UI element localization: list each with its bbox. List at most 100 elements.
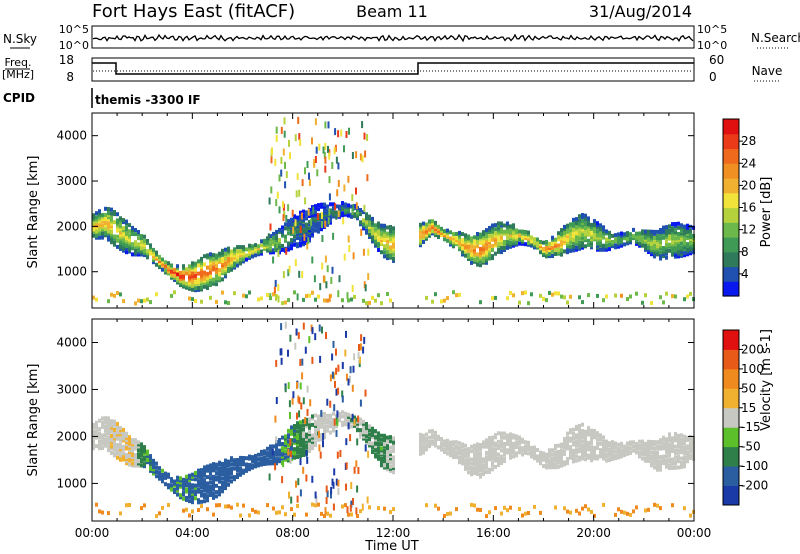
- heatmap-cell: [476, 467, 479, 472]
- heatmap-cell: [683, 449, 686, 454]
- heatmap-cell: [368, 220, 371, 225]
- heatmap-cell: [389, 510, 392, 515]
- heatmap-cell: [578, 295, 581, 300]
- heatmap-cell: [578, 447, 581, 452]
- heatmap-cell: [623, 232, 626, 237]
- heatmap-cell: [327, 145, 329, 153]
- heatmap-cell: [623, 510, 626, 515]
- heatmap-cell: [227, 256, 230, 261]
- freq-tick-top: 18: [59, 53, 74, 67]
- heatmap-cell: [683, 457, 686, 462]
- heatmap-cell: [305, 222, 308, 227]
- heatmap-cell: [182, 274, 185, 279]
- heatmap-cell: [212, 495, 215, 500]
- heatmap-cell: [314, 206, 317, 211]
- heatmap-cell: [671, 226, 674, 231]
- heatmap-cell: [578, 432, 581, 437]
- heatmap-cell: [590, 509, 593, 514]
- heatmap-cell: [371, 223, 374, 228]
- heatmap-cell: [122, 438, 125, 443]
- heatmap-cell: [305, 445, 308, 450]
- heatmap-cell: [674, 244, 677, 249]
- heatmap-cell: [455, 440, 458, 445]
- heatmap-cell: [293, 426, 296, 431]
- heatmap-cell: [278, 227, 281, 232]
- heatmap-cell: [263, 451, 266, 456]
- heatmap-cell: [662, 444, 665, 449]
- heatmap-cell: [92, 442, 95, 446]
- heatmap-cell: [302, 215, 305, 220]
- heatmap-cell: [689, 239, 692, 244]
- heatmap-cell: [593, 233, 596, 238]
- heatmap-cell: [107, 229, 110, 234]
- heatmap-cell: [662, 229, 665, 234]
- heatmap-cell: [575, 435, 578, 440]
- heatmap-cell: [230, 249, 233, 254]
- heatmap-cell: [458, 247, 461, 252]
- heatmap-cell: [122, 436, 125, 441]
- heatmap-cell: [362, 346, 365, 354]
- heatmap-cell: [566, 435, 569, 440]
- heatmap-cell: [458, 441, 461, 446]
- heatmap-cell: [551, 241, 554, 246]
- heatmap-cell: [329, 374, 332, 382]
- heatmap-cell: [686, 229, 689, 234]
- colorbar-segment: [723, 349, 739, 370]
- heatmap-cell: [335, 348, 337, 356]
- heatmap-cell: [301, 372, 304, 380]
- heatmap-cell: [476, 450, 479, 455]
- heatmap-cell: [482, 459, 485, 464]
- heatmap-cell: [392, 447, 395, 451]
- heatmap-cell: [422, 229, 425, 234]
- heatmap-cell: [197, 472, 200, 477]
- heatmap-cell: [449, 453, 452, 458]
- heatmap-cell: [572, 244, 575, 249]
- heatmap-cell: [371, 216, 374, 221]
- heatmap-cell: [206, 485, 209, 490]
- heatmap-cell: [458, 460, 461, 465]
- heatmap-cell: [137, 236, 140, 241]
- heatmap-cell: [377, 450, 380, 455]
- heatmap-cell: [491, 461, 494, 465]
- heatmap-cell: [587, 428, 590, 433]
- heatmap-cell: [368, 443, 371, 448]
- heatmap-cell: [326, 413, 329, 418]
- heatmap-cell: [476, 461, 479, 466]
- heatmap-cell: [377, 237, 380, 242]
- heatmap-cell: [209, 488, 212, 493]
- colorbar-segment: [723, 207, 739, 223]
- heatmap-cell: [611, 454, 614, 459]
- heatmap-cell: [665, 251, 668, 256]
- heatmap-cell: [521, 452, 524, 457]
- heatmap-cell: [304, 346, 307, 354]
- heatmap-cell: [665, 460, 668, 465]
- heatmap-cell: [668, 442, 671, 447]
- heatmap-cell: [620, 454, 623, 459]
- heatmap-cell: [641, 448, 644, 453]
- heatmap-cell: [671, 449, 674, 453]
- heatmap-cell: [476, 452, 479, 457]
- heatmap-cell: [545, 252, 548, 257]
- heatmap-cell: [464, 458, 467, 463]
- heatmap-cell: [221, 277, 224, 282]
- heatmap-cell: [320, 418, 323, 423]
- heatmap-cell: [620, 450, 623, 455]
- heatmap-cell: [536, 458, 539, 463]
- heatmap-cell: [361, 121, 364, 129]
- heatmap-cell: [215, 475, 218, 480]
- heatmap-cell: [263, 462, 266, 466]
- heatmap-cell: [311, 256, 314, 264]
- power-ylabel: Slant Range [km]: [26, 156, 41, 269]
- heatmap-cell: [275, 236, 278, 240]
- heatmap-cell: [584, 438, 587, 443]
- heatmap-cell: [197, 487, 200, 492]
- heatmap-cell: [155, 256, 158, 261]
- heatmap-cell: [294, 342, 297, 350]
- heatmap-cell: [128, 237, 131, 242]
- heatmap-cell: [143, 298, 146, 303]
- heatmap-cell: [671, 230, 674, 235]
- heatmap-cell: [113, 434, 116, 439]
- heatmap-cell: [314, 419, 317, 424]
- heatmap-cell: [116, 424, 119, 428]
